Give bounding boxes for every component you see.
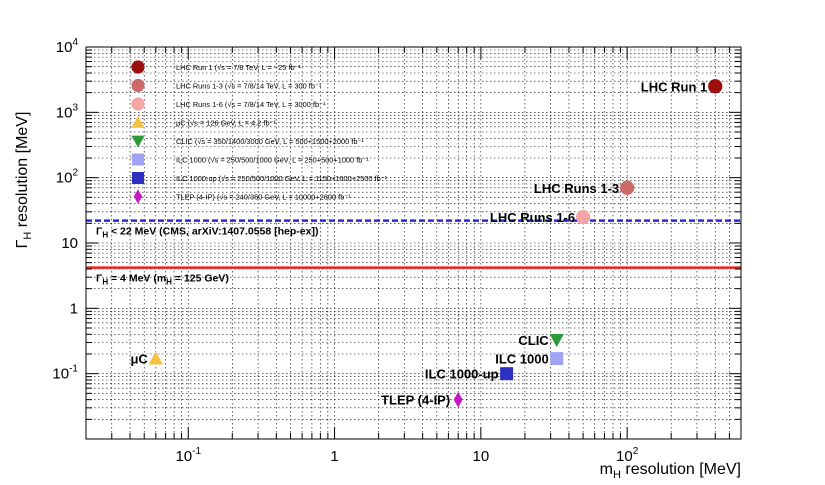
data-point-label: μC (130, 352, 148, 367)
legend-marker (131, 60, 145, 74)
data-point (708, 79, 723, 94)
legend-marker (133, 189, 143, 204)
x-tick-label-base: 10 (473, 448, 490, 465)
x-tick-label-exp: 2 (633, 446, 639, 457)
reference-line-label-part: = 125 GeV) (172, 273, 229, 285)
legend-marker (131, 135, 145, 148)
data-point-label: CLIC (518, 333, 549, 348)
y-tick-label-base: 1 (70, 300, 78, 317)
legend: LHC Run 1 (√s = 7/8 TeV, L = ~25 fb⁻¹ LHC… (131, 60, 388, 204)
data-points: LHC Run 1 LHC Runs 1-3 LHC Runs 1-6 μC CLIC I… (130, 79, 723, 408)
y-tick-label-base: 10 (56, 104, 73, 121)
reference-line-label: ΓH < 22 MeV (CMS, arXiV:1407.0558 [hep-e… (96, 226, 318, 240)
legend-entry-label: TLEP (4-IP) (√s = 240/350 GeV, L = 10000… (176, 193, 351, 202)
legend-marker (131, 97, 145, 111)
legend-entry-label: LHC Runs 1-3 (√s = 7/8/14 TeV, L = 300 f… (176, 82, 322, 91)
y-tick-label-base: 10 (52, 366, 69, 383)
y-tick-label: 102 (56, 168, 79, 187)
data-point-label: LHC Runs 1-6 (490, 210, 575, 225)
y-tick-label: 10 (61, 235, 78, 252)
reference-line-label-part: Γ (96, 226, 103, 238)
y-tick-label-exp: 2 (72, 168, 78, 179)
data-point (575, 209, 591, 225)
legend-marker (132, 172, 144, 184)
data-point (453, 391, 463, 408)
y-tick-label-base: 10 (56, 170, 73, 187)
y-tick-label-exp: 4 (72, 37, 78, 48)
legend-entry-label: ILC 1000-up (√s = 250/500/1000 GeV, L = … (176, 174, 388, 183)
y-tick-label-base: 10 (61, 235, 78, 252)
data-point-label: LHC Run 1 (641, 79, 707, 94)
legend-marker (131, 115, 145, 128)
data-point-label: TLEP (4-IP) (381, 393, 450, 408)
x-axis-label: mH resolution [MeV] (600, 461, 741, 481)
y-tick-label: 104 (56, 37, 79, 56)
reference-line-label: ΓH = 4 MeV (mH = 125 GeV) (96, 273, 229, 287)
reference-lines: ΓH < 22 MeV (CMS, arXiV:1407.0558 [hep-e… (86, 219, 741, 287)
legend-marker (132, 153, 144, 166)
x-tick-label-exp: -1 (192, 446, 201, 457)
y-tick-label-base: 10 (56, 39, 73, 56)
data-point (550, 352, 564, 366)
legend-entry-label: μC (√s = 126 GeV, L = 4.2 fb⁻¹ (176, 119, 277, 128)
legend-marker (131, 78, 145, 93)
data-point-label: ILC 1000 (495, 352, 548, 367)
x-tick-label: 10-1 (175, 446, 201, 465)
reference-line-label-part: H (102, 278, 108, 287)
reference-line-label-part: < 22 MeV (CMS, arXiV:1407.0558 [hep-ex]) (108, 226, 318, 238)
data-point (500, 367, 514, 381)
legend-entry-label: LHC Runs 1-6 (√s = 7/8/14 TeV, L = 3000 … (176, 100, 326, 109)
reference-line-label-part: H (166, 278, 172, 287)
legend-entry-label: LHC Run 1 (√s = 7/8 TeV, L = ~25 fb⁻¹ (176, 63, 302, 72)
y-tick-label: 1 (70, 300, 78, 317)
x-tick-label-base: 10 (175, 448, 192, 465)
x-tick-label: 1 (330, 448, 338, 465)
legend-entry-label: ILC 1000 (√s = 250/500/1000 GeV, L = 250… (176, 156, 369, 165)
data-point-label: ILC 1000-up (425, 367, 499, 382)
axis-ticks (85, 46, 742, 440)
data-point-label: LHC Runs 1-3 (534, 181, 619, 196)
y-tick-label-exp: 3 (72, 102, 78, 113)
x-tick-label-base: 10 (616, 448, 633, 465)
x-tick-label: 102 (616, 446, 639, 465)
y-tick-label-exp: -1 (69, 364, 78, 375)
reference-line-label-part: Γ (96, 273, 103, 285)
y-tick-label: 103 (56, 102, 79, 121)
data-point (148, 351, 163, 365)
grid (85, 46, 742, 440)
reference-line-label-part: H (102, 231, 108, 240)
data-point (620, 180, 635, 195)
y-tick-label: 10-1 (52, 364, 78, 383)
y-axis-label: ΓH resolution [MeV] (14, 112, 34, 249)
reference-line-label-part: = 4 MeV (m (108, 273, 166, 285)
x-tick-label: 10 (473, 448, 490, 465)
data-point (549, 333, 564, 347)
x-tick-label-base: 1 (330, 448, 338, 465)
legend-entry-label: CLIC (√s = 350/1400/3000 GeV, L = 500+15… (176, 137, 364, 146)
